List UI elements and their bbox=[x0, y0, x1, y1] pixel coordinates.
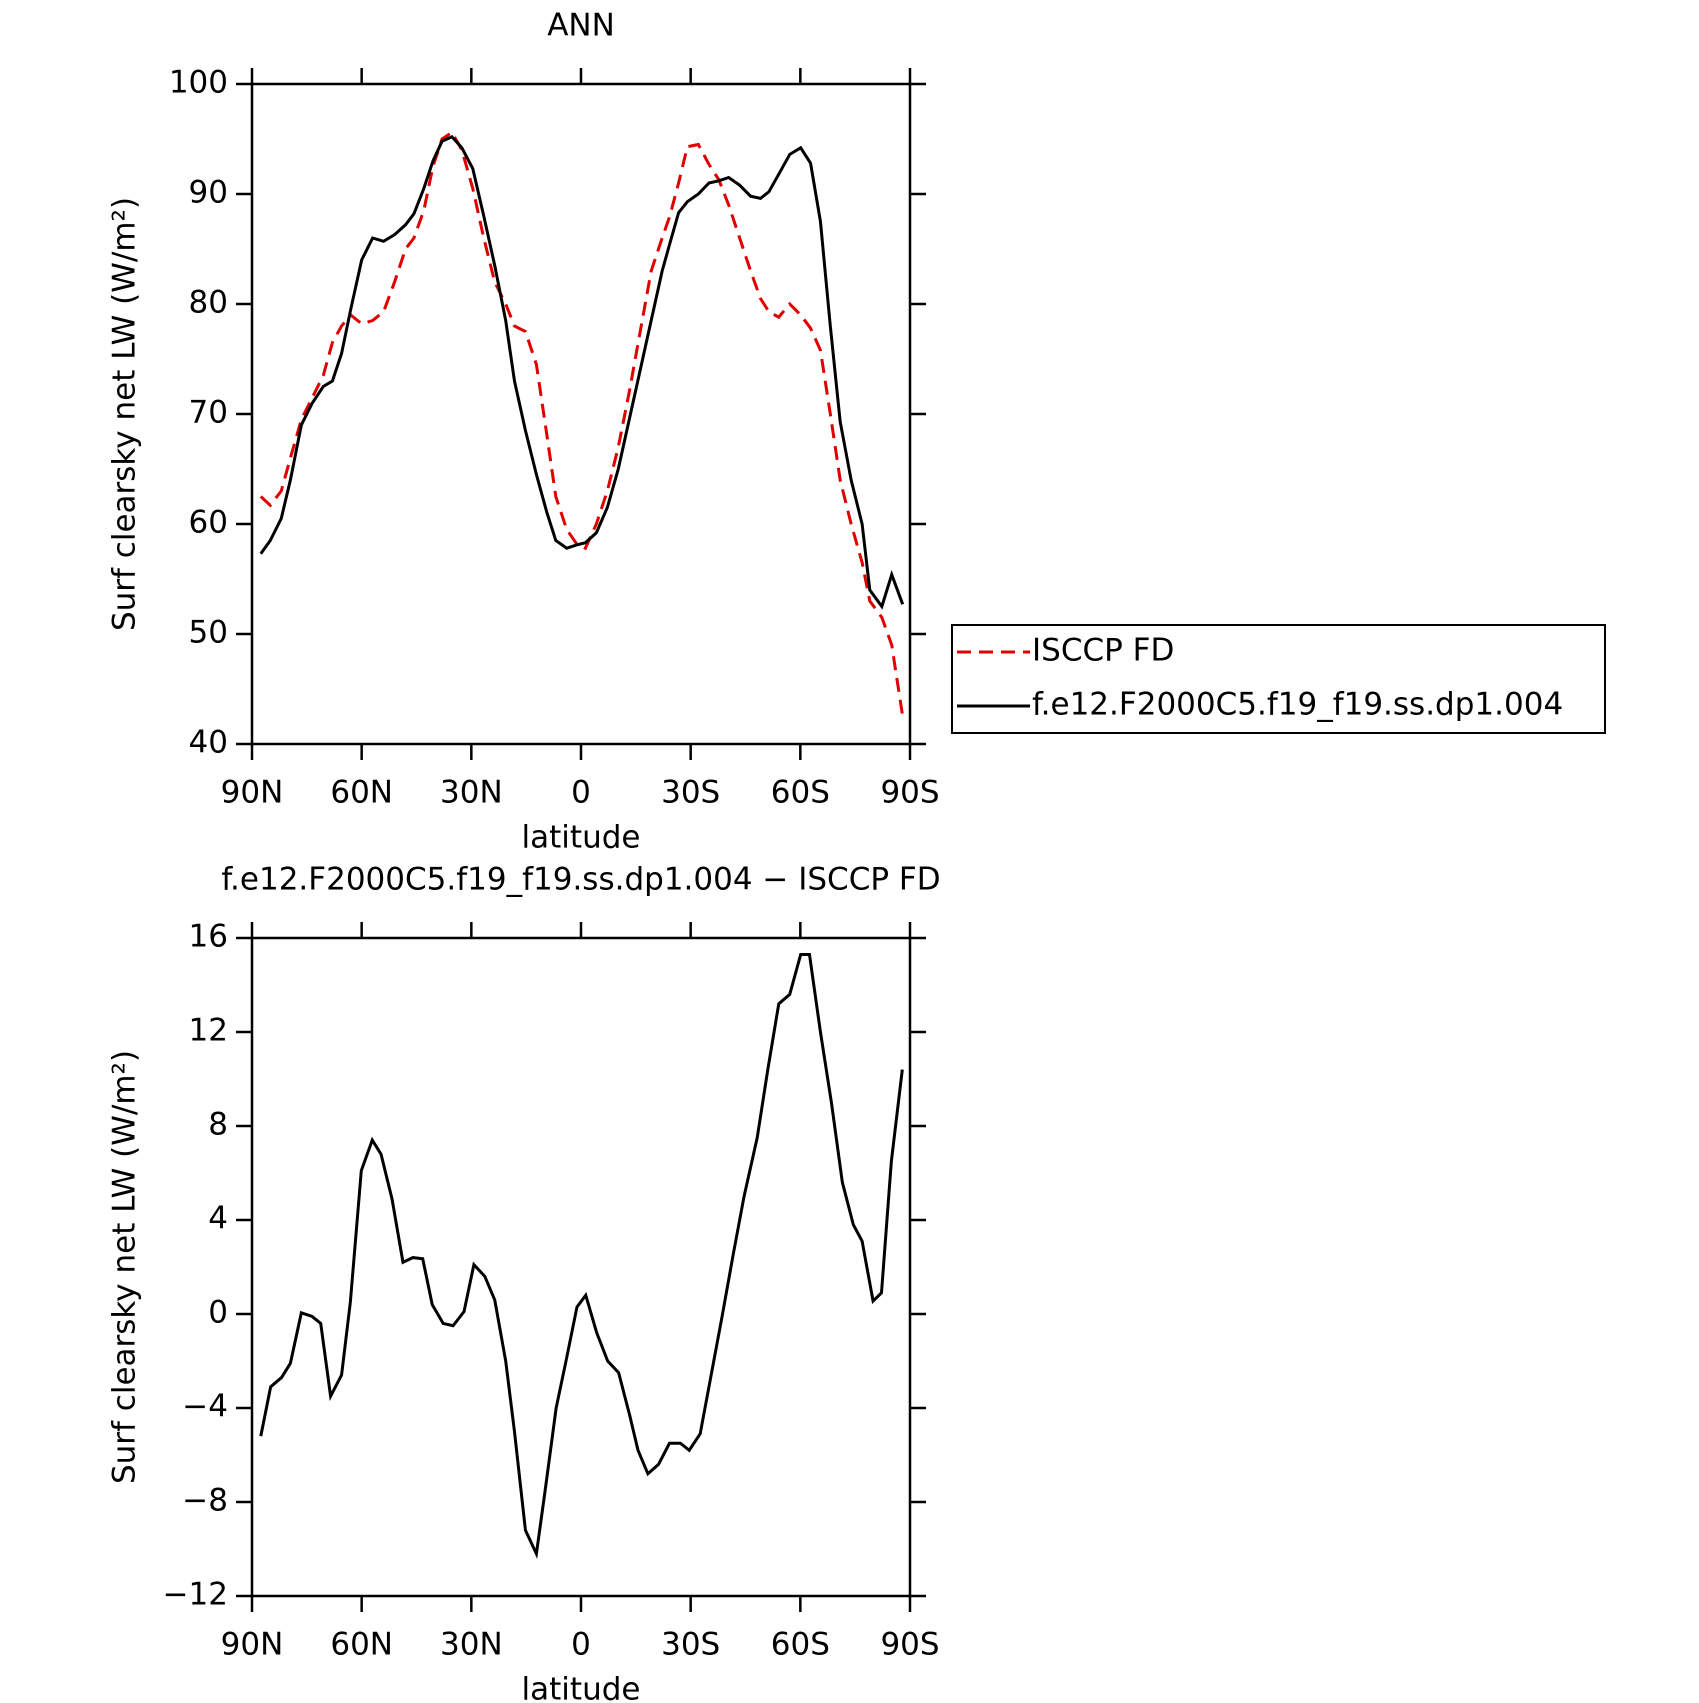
legend-label: f.e12.F2000C5.f19_f19.ss.dp1.004 bbox=[1032, 687, 1563, 723]
y-tick-label: 50 bbox=[189, 615, 228, 651]
y-tick-label: −4 bbox=[182, 1389, 228, 1425]
legend-label: ISCCP FD bbox=[1032, 633, 1174, 669]
y-axis-label: Surf clearsky net LW (W/m²) bbox=[107, 1050, 143, 1484]
x-tick-label: 30N bbox=[440, 775, 503, 811]
x-tick-label: 0 bbox=[571, 1627, 591, 1663]
legend-box bbox=[951, 624, 1606, 734]
plot-frame bbox=[250, 82, 912, 746]
data-line bbox=[259, 134, 905, 610]
plot-frame bbox=[250, 936, 912, 1598]
y-axis-label: Surf clearsky net LW (W/m²) bbox=[107, 197, 143, 631]
y-tick-label: 70 bbox=[189, 395, 228, 431]
y-tick-label: 12 bbox=[189, 1013, 228, 1049]
x-axis-label: latitude bbox=[522, 820, 641, 856]
x-axis-label: latitude bbox=[522, 1672, 641, 1703]
x-tick-label: 60N bbox=[330, 775, 393, 811]
y-tick-label: −12 bbox=[163, 1577, 228, 1613]
chart-title: ANN bbox=[547, 8, 615, 44]
x-tick-label: 90S bbox=[880, 1627, 939, 1663]
y-tick-label: 40 bbox=[189, 725, 228, 761]
x-tick-label: 90S bbox=[880, 775, 939, 811]
x-tick-label: 0 bbox=[571, 775, 591, 811]
y-tick-label: 16 bbox=[189, 919, 228, 955]
y-tick-label: 60 bbox=[189, 505, 228, 541]
chart-title: f.e12.F2000C5.f19_f19.ss.dp1.004 − ISCCP… bbox=[221, 862, 940, 898]
x-tick-label: 90N bbox=[221, 775, 284, 811]
x-tick-label: 60S bbox=[771, 775, 830, 811]
data-line bbox=[259, 130, 905, 717]
y-tick-label: 80 bbox=[189, 285, 228, 321]
x-tick-label: 60S bbox=[771, 1627, 830, 1663]
y-tick-label: 100 bbox=[169, 65, 228, 101]
y-tick-label: 0 bbox=[208, 1295, 228, 1331]
data-line bbox=[259, 952, 904, 1559]
y-tick-label: 4 bbox=[208, 1201, 228, 1237]
x-tick-label: 30S bbox=[661, 775, 720, 811]
x-tick-label: 30N bbox=[440, 1627, 503, 1663]
y-tick-label: 90 bbox=[189, 175, 228, 211]
y-tick-label: −8 bbox=[182, 1483, 228, 1519]
x-tick-label: 60N bbox=[330, 1627, 393, 1663]
x-tick-label: 90N bbox=[221, 1627, 284, 1663]
x-tick-label: 30S bbox=[661, 1627, 720, 1663]
y-tick-label: 8 bbox=[208, 1107, 228, 1143]
